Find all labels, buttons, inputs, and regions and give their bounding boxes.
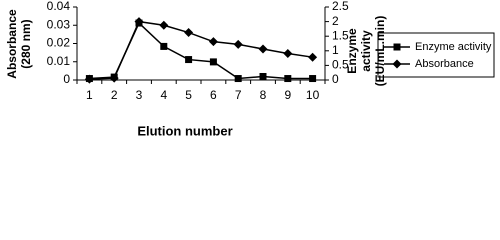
y-axis-title: Absorbance (280 nm): [5, 9, 33, 79]
square-marker: [259, 72, 267, 80]
y-tick-label: 0: [63, 72, 70, 86]
legend-box: [377, 32, 495, 78]
square-marker: [234, 75, 242, 83]
y2-tick-label: 1.5: [332, 28, 349, 42]
diamond-marker: [84, 74, 94, 84]
y2-tick-label: 0: [332, 72, 339, 86]
square-marker: [309, 75, 317, 83]
series-line: [89, 20, 313, 80]
series-line: [89, 21, 313, 80]
diamond-marker: [159, 20, 169, 30]
x-tick-label: 3: [136, 88, 143, 102]
diamond-marker: [283, 49, 293, 59]
y2-tick-label: 1: [332, 43, 339, 57]
x-tick-label: 6: [210, 88, 217, 102]
x-tick-label: 9: [284, 88, 291, 102]
x-tick-label: 7: [235, 88, 242, 102]
square-marker: [160, 42, 168, 50]
y2-tick-label: 2: [332, 14, 339, 28]
y2-tick-label: 0.5: [332, 58, 349, 72]
square-marker: [393, 43, 401, 51]
x-tick-label: 8: [260, 88, 267, 102]
diamond-marker: [392, 59, 402, 69]
diamond-marker: [208, 37, 218, 47]
diamond-marker: [109, 73, 119, 83]
y2-axis-title: Enzyme activity (EU/mL.min): [345, 15, 387, 87]
diamond-marker: [184, 28, 194, 38]
square-marker: [284, 75, 292, 83]
x-tick-label: 4: [160, 88, 167, 102]
x-tick-label: 5: [185, 88, 192, 102]
x-tick-label: 10: [306, 88, 320, 102]
diamond-marker: [308, 52, 318, 62]
y-tick-label: 0.01: [47, 54, 71, 68]
y-tick-label: 0.04: [47, 0, 71, 13]
legend-label: Absorbance: [415, 58, 474, 70]
y-tick-label: 0.03: [47, 17, 71, 31]
x-tick-label: 1: [86, 88, 93, 102]
x-axis-title: Elution number: [137, 123, 232, 138]
legend-label: Enzyme activity: [415, 41, 492, 53]
y2-tick-label: 2.5: [332, 0, 349, 13]
square-marker: [209, 58, 217, 66]
square-marker: [185, 56, 193, 64]
diamond-marker: [233, 39, 243, 49]
diamond-marker: [258, 44, 268, 54]
diamond-marker: [134, 17, 144, 27]
x-tick-label: 2: [111, 88, 118, 102]
chart: Elution number 00.010.020.030.0400.511.5…: [47, 0, 495, 138]
chart-container: Elution number 0 0.01 0.02 0.03 0.04 0 0.5 1 1.5…: [5, 0, 495, 138]
y-tick-label: 0.02: [47, 36, 71, 50]
